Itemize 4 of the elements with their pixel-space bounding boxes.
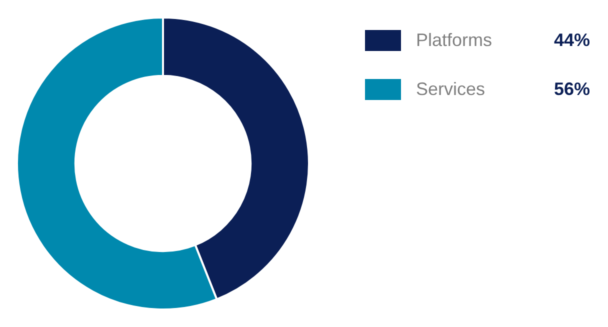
legend-label: Platforms (416, 30, 492, 50)
data-label: 56% (554, 78, 590, 99)
legend-label: Services (416, 78, 486, 99)
data-label: 44% (554, 30, 590, 50)
